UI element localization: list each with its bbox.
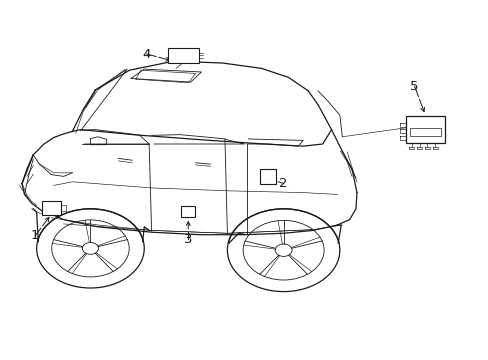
Text: 4: 4 [142, 48, 151, 60]
Text: 1: 1 [31, 229, 40, 242]
Text: 5: 5 [409, 80, 418, 93]
Bar [181, 206, 195, 217]
Bar [42, 201, 61, 215]
Text: 3: 3 [183, 233, 192, 246]
FancyBboxPatch shape [167, 48, 199, 63]
Bar [260, 169, 275, 184]
Bar [405, 116, 444, 143]
Bar [409, 128, 440, 136]
Text: 2: 2 [279, 177, 287, 190]
